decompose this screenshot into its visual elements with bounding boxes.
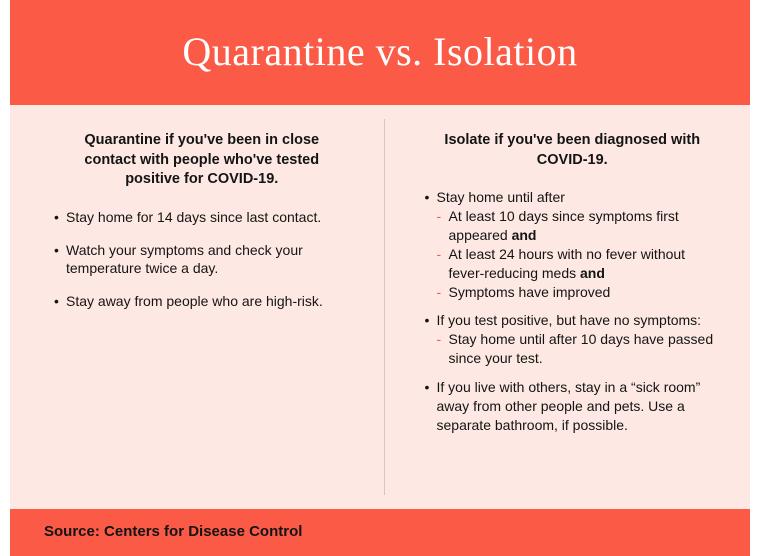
list-item: • If you live with others, stay in a “si…	[425, 378, 721, 435]
page-title: Quarantine vs. Isolation	[10, 28, 750, 75]
quarantine-lead: Quarantine if you've been in close conta…	[54, 131, 350, 190]
sub-item: - At least 24 hours with no fever withou…	[437, 245, 721, 283]
item-text: Stay home until after	[437, 189, 565, 205]
list-item: • Stay home until after - At least 10 da…	[425, 188, 721, 301]
quarantine-column: Quarantine if you've been in close conta…	[10, 105, 384, 509]
item-text: If you test positive, but have no sympto…	[437, 312, 702, 328]
source-attribution: Source: Centers for Disease Control	[44, 523, 716, 540]
infographic-card: Quarantine vs. Isolation Quarantine if y…	[10, 0, 750, 556]
header-banner: Quarantine vs. Isolation	[10, 0, 750, 105]
sub-text: Symptoms have improved	[449, 284, 611, 300]
quarantine-list: • Stay home for 14 days since last conta…	[54, 208, 350, 312]
footer-banner: Source: Centers for Disease Control	[10, 509, 750, 556]
list-item: • If you test positive, but have no symp…	[425, 311, 721, 368]
sub-text: Stay home until after 10 days have passe…	[449, 331, 714, 366]
and-word: and	[580, 265, 605, 281]
bullet-icon: •	[425, 311, 430, 330]
sub-item: - Symptoms have improved	[437, 283, 721, 302]
bullet-icon: •	[425, 378, 430, 397]
sub-item: - At least 10 days since symptoms first …	[437, 207, 721, 245]
isolation-lead: Isolate if you've been diagnosed with CO…	[425, 131, 721, 170]
list-item: • Stay away from people who are high-ris…	[54, 292, 350, 311]
dash-icon: -	[437, 245, 442, 264]
list-item: • Stay home for 14 days since last conta…	[54, 208, 350, 227]
item-text: Stay home for 14 days since last contact…	[66, 209, 321, 225]
item-text: Watch your symptoms and check your tempe…	[66, 242, 303, 277]
item-text: If you live with others, stay in a “sick…	[437, 379, 701, 433]
content-body: Quarantine if you've been in close conta…	[10, 105, 750, 509]
list-item: • Watch your symptoms and check your tem…	[54, 241, 350, 279]
bullet-icon: •	[54, 292, 59, 311]
sub-text: At least 10 days since symptoms first ap…	[449, 208, 679, 243]
isolation-list: • Stay home until after - At least 10 da…	[425, 188, 721, 435]
sub-item: - Stay home until after 10 days have pas…	[437, 330, 721, 368]
sub-text: At least 24 hours with no fever without …	[449, 246, 686, 281]
dash-icon: -	[437, 330, 442, 349]
and-word: and	[512, 227, 537, 243]
item-text: Stay away from people who are high-risk.	[66, 293, 323, 309]
bullet-icon: •	[425, 188, 430, 207]
isolation-column: Isolate if you've been diagnosed with CO…	[385, 105, 751, 509]
dash-icon: -	[437, 283, 442, 302]
bullet-icon: •	[54, 241, 59, 260]
bullet-icon: •	[54, 208, 59, 227]
dash-icon: -	[437, 207, 442, 226]
